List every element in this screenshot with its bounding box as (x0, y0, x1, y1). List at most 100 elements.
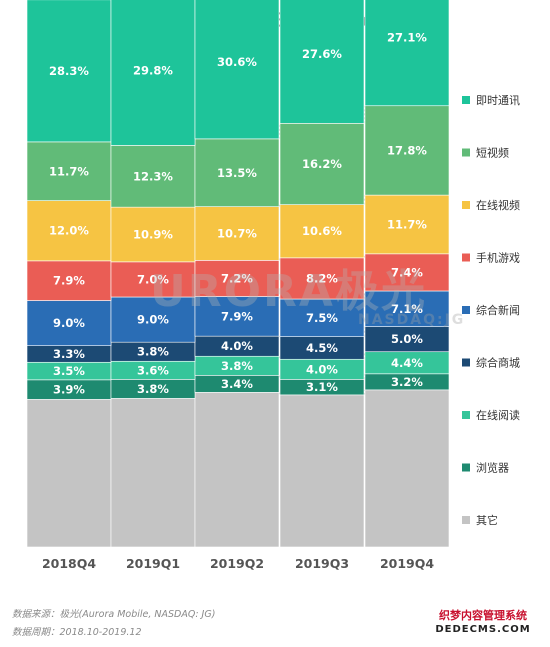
bar-其它-2019q2 (194, 392, 280, 548)
bar-即时通讯-2019q2 (194, 0, 280, 140)
site-watermark: 织梦内容管理系统 DEDECMS.COM (420, 608, 546, 638)
data-label-浏览器-2019q2: 3.4% (221, 377, 253, 391)
x-tick-2019q3: 2019Q3 (295, 556, 349, 571)
data-label-浏览器-2019q1: 3.8% (137, 382, 169, 396)
bar-短视频-2019q3 (279, 123, 365, 205)
data-label-即时通讯-2019q3: 27.6% (302, 47, 342, 61)
data-label-即时通讯-2019q4: 27.1% (387, 31, 427, 45)
legend-swatch-在线视频 (462, 201, 470, 209)
legend-swatch-即时通讯 (462, 96, 470, 104)
bar-在线视频-2018q4 (26, 200, 112, 262)
legend-label-综合商城: 综合商城 (476, 356, 520, 370)
data-label-即时通讯-2018q4: 28.3% (49, 64, 89, 78)
legend-label-短视频: 短视频 (476, 146, 509, 160)
legend-swatch-短视频 (462, 148, 470, 157)
legend-swatch-浏览器 (462, 463, 470, 472)
bar-综合新闻-2019q4 (364, 290, 450, 327)
data-label-综合商城-2019q2: 4.0% (221, 339, 253, 353)
legend-swatch-综合新闻 (462, 306, 470, 314)
bar-综合新闻-2019q2 (194, 296, 280, 337)
data-label-在线阅读-2019q3: 4.0% (306, 362, 338, 376)
site-watermark-line1: 织梦内容管理系统 (439, 609, 527, 622)
legend-label-即时通讯: 即时通讯 (476, 94, 520, 107)
bar-短视频-2018q4 (26, 141, 112, 201)
data-label-手机游戏-2018q4: 7.9% (53, 274, 85, 288)
bar-手机游戏-2019q2 (194, 260, 280, 297)
source-note: 数据来源：极光(Aurora Mobile, NASDAQ: JG) (12, 609, 216, 620)
data-label-浏览器-2019q4: 3.2% (391, 375, 423, 389)
data-label-短视频-2019q2: 13.5% (217, 166, 257, 180)
bar-在线视频-2019q1 (110, 206, 196, 263)
data-label-在线视频-2018q4: 12.0% (49, 224, 89, 238)
data-label-综合商城-2019q1: 3.8% (137, 345, 169, 359)
legend-swatch-在线阅读 (462, 411, 470, 419)
data-label-综合新闻-2019q4: 7.1% (391, 302, 423, 316)
legend-swatch-手机游戏 (462, 253, 470, 262)
data-label-即时通讯-2019q1: 29.8% (133, 64, 173, 78)
data-label-手机游戏-2019q2: 7.2% (221, 271, 253, 285)
data-label-综合商城-2018q4: 3.3% (53, 347, 85, 361)
data-label-短视频-2019q3: 16.2% (302, 157, 342, 171)
data-label-在线阅读-2019q1: 3.6% (137, 363, 169, 377)
data-label-即时通讯-2019q2: 30.6% (217, 55, 257, 69)
bar-即时通讯-2019q4 (364, 0, 450, 107)
data-label-在线视频-2019q4: 11.7% (387, 217, 427, 231)
bar-短视频-2019q4 (364, 105, 450, 196)
data-label-在线视频-2019q1: 10.9% (133, 228, 173, 242)
x-tick-2019q4: 2019Q4 (380, 556, 434, 571)
data-label-在线阅读-2018q4: 3.5% (53, 364, 85, 378)
data-label-短视频-2019q1: 12.3% (133, 169, 173, 183)
bar-短视频-2019q2 (194, 138, 280, 207)
data-label-手机游戏-2019q4: 7.4% (391, 265, 423, 279)
data-label-手机游戏-2019q1: 7.0% (137, 272, 169, 286)
data-label-手机游戏-2019q3: 8.2% (306, 271, 338, 285)
bar-其它-2019q1 (110, 398, 196, 548)
bar-综合新闻-2019q1 (110, 296, 196, 343)
legend-label-浏览器: 浏览器 (476, 461, 509, 475)
period-note: 数据周期：2018.10-2019.12 (12, 627, 142, 638)
data-label-在线视频-2019q2: 10.7% (217, 227, 257, 241)
data-label-综合新闻-2019q3: 7.5% (306, 311, 338, 325)
legend-label-手机游戏: 手机游戏 (476, 251, 520, 265)
data-label-综合商城-2019q4: 5.0% (391, 332, 423, 346)
bar-在线视频-2019q4 (364, 194, 450, 255)
bar-手机游戏-2018q4 (26, 260, 112, 301)
legend-swatch-其它 (462, 516, 470, 524)
legend-label-其它: 其它 (476, 513, 498, 527)
bar-其它-2019q4 (364, 389, 450, 548)
bar-即时通讯-2019q1 (110, 0, 196, 146)
data-label-短视频-2019q4: 17.8% (387, 143, 427, 157)
legend-swatch-综合商城 (462, 358, 470, 367)
bar-在线视频-2019q3 (279, 204, 365, 259)
bar-综合新闻-2018q4 (26, 300, 112, 346)
data-label-在线阅读-2019q4: 4.4% (391, 356, 423, 370)
bar-其它-2018q4 (26, 399, 112, 548)
data-label-浏览器-2019q3: 3.1% (306, 380, 338, 394)
bar-手机游戏-2019q4 (364, 253, 450, 292)
bar-手机游戏-2019q1 (110, 261, 196, 298)
legend-label-综合新闻: 综合新闻 (476, 303, 520, 317)
bar-其它-2019q3 (279, 394, 365, 548)
data-label-浏览器-2018q4: 3.9% (53, 383, 85, 397)
legend-label-在线视频: 在线视频 (476, 198, 520, 212)
data-label-综合新闻-2019q1: 9.0% (137, 313, 169, 327)
legend-label-在线阅读: 在线阅读 (476, 408, 520, 422)
x-tick-2019q2: 2019Q2 (210, 556, 264, 571)
bar-即时通讯-2018q4 (26, 0, 112, 143)
bar-短视频-2019q1 (110, 145, 196, 208)
bar-在线视频-2019q2 (194, 206, 280, 261)
data-label-在线视频-2019q3: 10.6% (302, 224, 342, 238)
bar-手机游戏-2019q3 (279, 257, 365, 300)
bar-综合新闻-2019q3 (279, 298, 365, 337)
data-label-综合新闻-2018q4: 9.0% (53, 316, 85, 330)
data-label-综合新闻-2019q2: 7.9% (221, 309, 253, 323)
x-tick-2018q4: 2018Q4 (42, 556, 96, 571)
data-label-综合商城-2019q3: 4.5% (306, 341, 338, 355)
data-label-短视频-2018q4: 11.7% (49, 164, 89, 178)
data-label-在线阅读-2019q2: 3.8% (221, 359, 253, 373)
bar-即时通讯-2019q3 (279, 0, 365, 124)
site-watermark-line2: DEDECMS.COM (435, 624, 531, 635)
connector-短视频 (363, 105, 366, 124)
x-tick-2019q1: 2019Q1 (126, 556, 180, 571)
